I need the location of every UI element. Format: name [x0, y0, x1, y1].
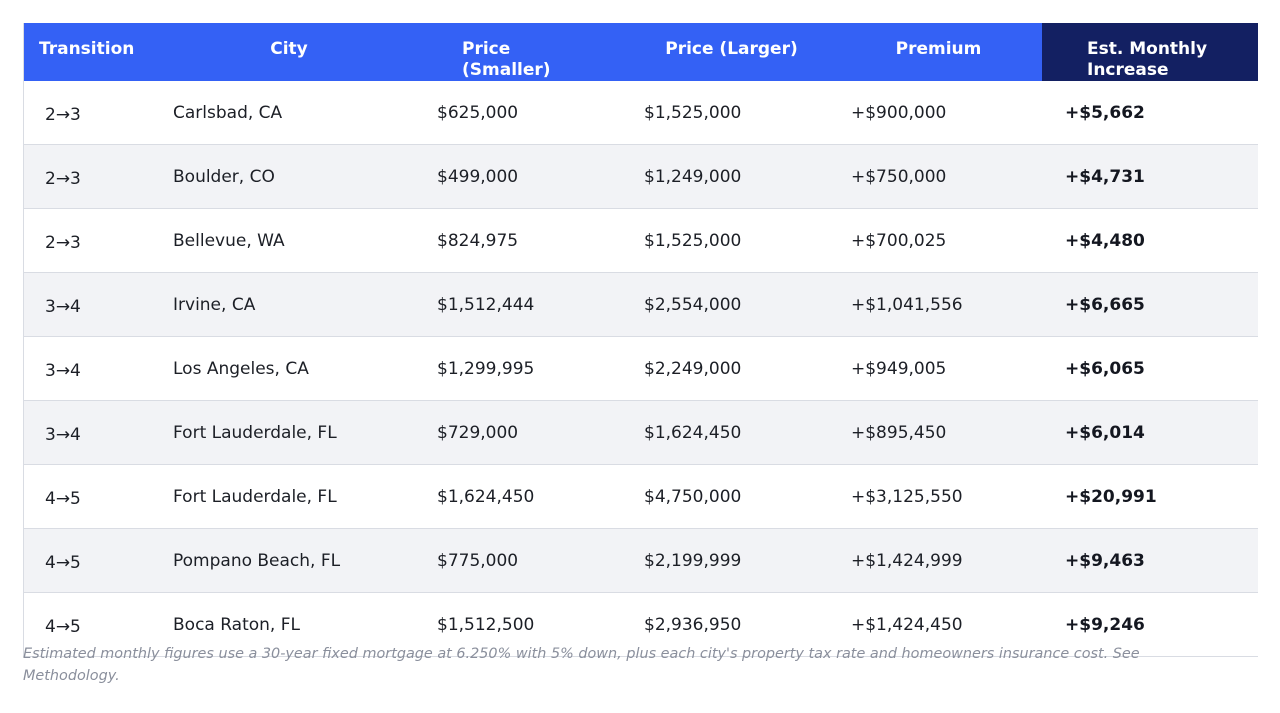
table-header: Transition City Price (Smaller) Price (L… — [24, 23, 1258, 81]
cell-price-smaller: $1,299,995 — [421, 336, 628, 401]
table-row: 3→4 Los Angeles, CA $1,299,995 $2,249,000 +$… — [24, 336, 1258, 401]
cell-price-larger: $2,249,000 — [628, 336, 835, 401]
cell-price-smaller: $775,000 — [421, 528, 628, 593]
table-body: 2→3 Carlsbad, CA $625,000 $1,525,000 +$900,0… — [24, 81, 1258, 656]
cell-premium: +$700,025 — [835, 208, 1042, 273]
table-header-row: Transition City Price (Smaller) Price (L… — [24, 23, 1258, 81]
methodology-footnote: Estimated monthly figures use a 30-year … — [23, 646, 1140, 684]
cell-est-monthly-increase: +$9,463 — [1042, 528, 1258, 593]
cell-price-larger: $2,199,999 — [628, 528, 835, 593]
cell-est-monthly-increase: +$20,991 — [1042, 464, 1258, 529]
cell-price-smaller: $1,512,444 — [421, 272, 628, 337]
cell-est-monthly-increase: +$6,065 — [1042, 336, 1258, 401]
table-row: 2→3 Carlsbad, CA $625,000 $1,525,000 +$900,0… — [24, 81, 1258, 145]
cell-transition: 3→4 — [24, 336, 157, 401]
cell-city: Pompano Beach, FL — [157, 528, 421, 593]
comparison-table-container: Transition City Price (Smaller) Price (L… — [23, 23, 1258, 657]
cell-city: Boulder, CO — [157, 144, 421, 209]
header-city: City — [157, 23, 421, 81]
cell-transition: 2→3 — [24, 81, 157, 145]
header-monthly-line1: Est. Monthly — [1087, 39, 1208, 59]
header-est-monthly-increase: Est. Monthly Increase — [1042, 23, 1258, 81]
table-row: 2→3 Bellevue, WA $824,975 $1,525,000 +$700,0… — [24, 208, 1258, 273]
cell-price-larger: $1,249,000 — [628, 144, 835, 209]
header-monthly-line2: Increase — [1087, 60, 1169, 80]
cell-premium: +$900,000 — [835, 81, 1042, 145]
table-row: 3→4 Irvine, CA $1,512,444 $2,554,000 +$1,041… — [24, 272, 1258, 337]
cell-price-larger: $1,525,000 — [628, 208, 835, 273]
cell-premium: +$3,125,550 — [835, 464, 1042, 529]
table-row: 2→3 Boulder, CO $499,000 $1,249,000 +$750,00… — [24, 144, 1258, 209]
cell-city: Bellevue, WA — [157, 208, 421, 273]
cell-premium: +$1,424,999 — [835, 528, 1042, 593]
cell-city: Fort Lauderdale, FL — [157, 464, 421, 529]
cell-price-smaller: $625,000 — [421, 81, 628, 145]
cell-premium: +$750,000 — [835, 144, 1042, 209]
table-row: 4→5 Pompano Beach, FL $775,000 $2,199,999 +$… — [24, 528, 1258, 593]
cell-premium: +$949,005 — [835, 336, 1042, 401]
cell-price-smaller: $1,512,500 — [421, 592, 628, 656]
cell-est-monthly-increase: +$5,662 — [1042, 81, 1258, 145]
cell-price-smaller: $824,975 — [421, 208, 628, 273]
cell-price-larger: $1,624,450 — [628, 400, 835, 465]
header-price-smaller-line2: (Smaller) — [462, 60, 551, 80]
table-row: 4→5 Fort Lauderdale, FL $1,624,450 $4,750,0… — [24, 464, 1258, 529]
cell-price-smaller: $499,000 — [421, 144, 628, 209]
cell-price-smaller: $1,624,450 — [421, 464, 628, 529]
cell-transition: 4→5 — [24, 592, 157, 656]
header-price-smaller-line1: Price — [462, 39, 511, 59]
cell-est-monthly-increase: +$6,014 — [1042, 400, 1258, 465]
comparison-table: Transition City Price (Smaller) Price (L… — [24, 23, 1258, 656]
table-row: 4→5 Boca Raton, FL $1,512,500 $2,936,950 +$1… — [24, 592, 1258, 656]
cell-price-larger: $1,525,000 — [628, 81, 835, 145]
cell-price-smaller: $729,000 — [421, 400, 628, 465]
header-premium: Premium — [835, 23, 1042, 81]
cell-transition: 2→3 — [24, 208, 157, 273]
header-price-larger: Price (Larger) — [628, 23, 835, 81]
cell-transition: 2→3 — [24, 144, 157, 209]
cell-city: Carlsbad, CA — [157, 81, 421, 145]
cell-transition: 4→5 — [24, 528, 157, 593]
cell-transition: 4→5 — [24, 464, 157, 529]
cell-price-larger: $2,936,950 — [628, 592, 835, 656]
cell-city: Irvine, CA — [157, 272, 421, 337]
cell-city: Los Angeles, CA — [157, 336, 421, 401]
cell-est-monthly-increase: +$6,665 — [1042, 272, 1258, 337]
table-row: 3→4 Fort Lauderdale, FL $729,000 $1,624,450… — [24, 400, 1258, 465]
cell-premium: +$1,041,556 — [835, 272, 1042, 337]
header-price-smaller: Price (Smaller) — [421, 23, 628, 81]
cell-premium: +$1,424,450 — [835, 592, 1042, 656]
cell-est-monthly-increase: +$9,246 — [1042, 592, 1258, 656]
header-transition: Transition — [24, 23, 157, 81]
cell-premium: +$895,450 — [835, 400, 1042, 465]
cell-price-larger: $2,554,000 — [628, 272, 835, 337]
cell-transition: 3→4 — [24, 272, 157, 337]
cell-city: Fort Lauderdale, FL — [157, 400, 421, 465]
cell-price-larger: $4,750,000 — [628, 464, 835, 529]
cell-est-monthly-increase: +$4,731 — [1042, 144, 1258, 209]
cell-est-monthly-increase: +$4,480 — [1042, 208, 1258, 273]
cell-city: Boca Raton, FL — [157, 592, 421, 656]
cell-transition: 3→4 — [24, 400, 157, 465]
